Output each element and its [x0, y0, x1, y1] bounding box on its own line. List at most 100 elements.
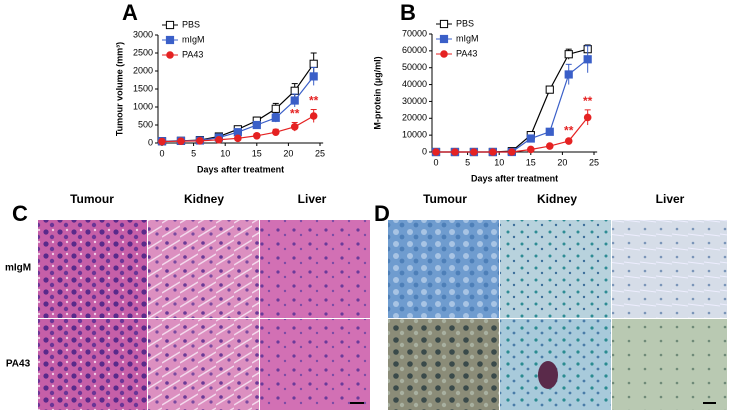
legend-label: mIgM	[456, 33, 479, 43]
x-tick-label: 25	[315, 148, 325, 158]
legend-marker	[165, 20, 175, 30]
row-label: mIgM	[5, 263, 31, 274]
histology-image	[612, 319, 727, 410]
x-tick-label: 5	[465, 157, 470, 167]
marker	[564, 50, 573, 59]
x-tick-label: 10	[220, 148, 230, 158]
column-label: Liver	[656, 192, 685, 206]
histology-image	[612, 220, 727, 318]
marker	[309, 72, 318, 81]
marker	[309, 112, 318, 120]
column-label: Liver	[298, 192, 327, 206]
y-tick-label: 0	[422, 146, 427, 156]
column-label: Kidney	[537, 192, 577, 206]
column-label: Kidney	[184, 192, 224, 206]
y-tick-label: 1000	[133, 101, 153, 111]
y-tick-label: 3000	[133, 29, 153, 39]
legend-label: PBS	[182, 19, 200, 29]
marker	[158, 137, 166, 146]
marker	[526, 134, 535, 143]
marker	[527, 145, 535, 154]
annotation: **	[564, 124, 574, 138]
histology-image	[388, 319, 499, 410]
legend-label: PA43	[182, 49, 203, 59]
histology-image	[500, 220, 611, 318]
panel-letter: B	[400, 0, 416, 25]
legend-marker	[166, 51, 174, 59]
y-tick-label: 50000	[402, 62, 427, 72]
marker	[489, 148, 497, 156]
histology-image	[38, 319, 147, 410]
y-tick-label: 2500	[133, 47, 153, 57]
x-tick-label: 25	[589, 157, 599, 167]
marker	[215, 135, 223, 144]
marker	[564, 137, 573, 145]
y-tick-label: 0	[148, 137, 153, 147]
panel-c-images	[38, 220, 370, 410]
marker	[177, 137, 185, 145]
histology-image	[388, 220, 499, 318]
histology-image	[148, 220, 259, 318]
column-label: Tumour	[70, 192, 114, 206]
marker	[545, 85, 554, 94]
x-tick-label: 20	[557, 157, 567, 167]
marker	[564, 70, 573, 79]
x-axis-label: Days after treatment	[197, 164, 284, 174]
marker	[432, 148, 440, 156]
annotation: **	[583, 94, 593, 108]
marker	[271, 104, 280, 113]
y-axis-label: M-protein (µg/ml)	[372, 56, 382, 129]
x-axis-label: Days after treatment	[471, 173, 558, 183]
marker	[290, 86, 299, 95]
marker	[583, 113, 592, 122]
stained-cell	[538, 361, 558, 389]
x-tick-label: 15	[526, 157, 536, 167]
y-tick-label: 2000	[133, 65, 153, 75]
panel-letter: C	[12, 201, 28, 226]
legend-label: PBS	[456, 18, 474, 28]
y-tick-label: 40000	[402, 79, 427, 89]
x-tick-label: 10	[494, 157, 504, 167]
x-tick-label: 5	[191, 148, 196, 158]
marker	[290, 96, 299, 105]
legend-marker	[439, 19, 449, 29]
legend-marker	[165, 35, 175, 45]
y-tick-label: 70000	[402, 28, 427, 38]
histology-image	[148, 319, 259, 410]
marker	[271, 128, 280, 136]
y-tick-label: 10000	[402, 130, 427, 140]
y-tick-label: 500	[138, 119, 153, 129]
y-axis-label: Tumour volume (mm³)	[114, 42, 124, 136]
histology-image	[38, 220, 147, 318]
panel-letter: A	[122, 0, 138, 25]
marker	[545, 142, 554, 150]
histology-image	[260, 220, 370, 318]
marker	[252, 132, 261, 140]
x-tick-label: 0	[159, 148, 164, 158]
marker	[196, 137, 204, 145]
y-tick-label: 20000	[402, 113, 427, 123]
legend-label: mIgM	[182, 34, 205, 44]
marker	[252, 120, 261, 130]
marker	[271, 113, 280, 122]
x-tick-label: 20	[283, 148, 293, 158]
marker	[583, 55, 592, 64]
y-tick-label: 30000	[402, 96, 427, 106]
marker	[545, 127, 554, 136]
marker	[451, 148, 459, 156]
histology-image	[500, 319, 611, 410]
x-tick-label: 15	[252, 148, 262, 158]
column-label: Tumour	[423, 192, 467, 206]
marker	[470, 148, 478, 156]
legend-marker	[440, 50, 448, 58]
y-tick-label: 60000	[402, 45, 427, 55]
legend-label: PA43	[456, 48, 477, 58]
y-tick-label: 1500	[133, 83, 153, 93]
row-label: PA43	[6, 359, 31, 370]
x-tick-label: 0	[433, 157, 438, 167]
marker	[234, 134, 242, 143]
panel-d-images	[388, 220, 727, 410]
marker	[309, 59, 318, 68]
panel-letter: D	[374, 201, 390, 226]
